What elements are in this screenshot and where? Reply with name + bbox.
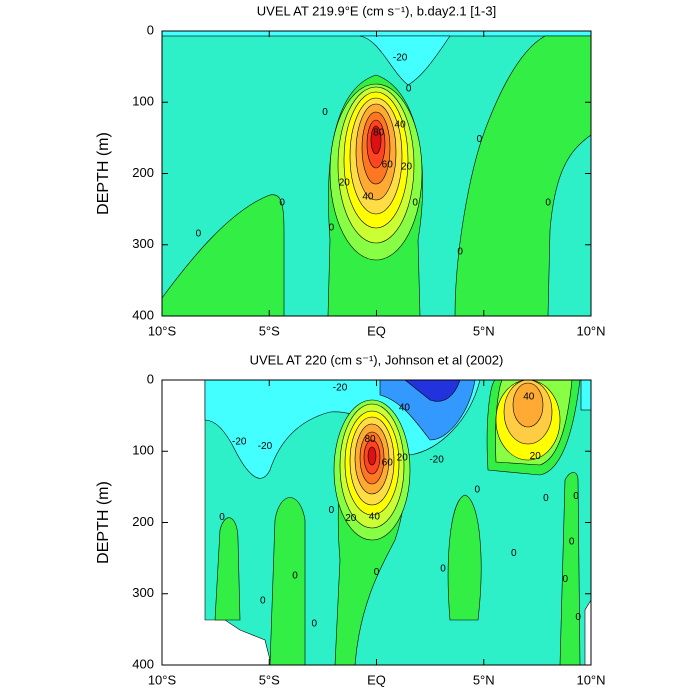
contour-label: -20 bbox=[258, 441, 273, 452]
x-tick-label: 5°S bbox=[259, 672, 280, 687]
contour-label: 0 bbox=[260, 596, 266, 607]
contour-label: 0 bbox=[374, 567, 380, 578]
contour-label: 0 bbox=[329, 505, 335, 516]
contour-label: 0 bbox=[196, 229, 202, 240]
y-tick-label: 300 bbox=[132, 585, 154, 600]
contour-label: 0 bbox=[219, 512, 225, 523]
contour-label: 0 bbox=[573, 491, 579, 502]
y-tick-label: 400 bbox=[132, 656, 154, 671]
contour-label: 60 bbox=[382, 160, 394, 171]
x-tick-label: 10°S bbox=[148, 672, 177, 687]
contour-label: 0 bbox=[477, 134, 483, 145]
chart-title: UVEL AT 219.9°E (cm s⁻¹), b.day2.1 [1-3] bbox=[257, 3, 496, 18]
contour-label: 0 bbox=[279, 197, 285, 208]
x-tick-label: EQ bbox=[367, 672, 386, 687]
y-tick-label: 0 bbox=[147, 371, 154, 386]
contour-label: 60 bbox=[382, 457, 394, 468]
contour-label: 80 bbox=[365, 434, 377, 445]
contour-label: 0 bbox=[412, 197, 418, 208]
contour-label: 20 bbox=[401, 162, 413, 173]
x-tick-label: 5°N bbox=[473, 323, 495, 338]
contour-label: 40 bbox=[399, 402, 411, 413]
contour-label: 20 bbox=[345, 513, 357, 524]
contour-fill-top bbox=[161, 30, 592, 317]
contour-label: 0 bbox=[475, 484, 481, 495]
contour-label: 0 bbox=[575, 612, 581, 623]
x-tick-label: 10°N bbox=[576, 672, 605, 687]
contour-fill-bottom bbox=[204, 379, 592, 666]
contour-label: 40 bbox=[362, 192, 374, 203]
contour-label: 0 bbox=[322, 107, 328, 118]
contour-label: 0 bbox=[312, 618, 318, 629]
contour-label: -20 bbox=[393, 53, 408, 64]
y-axis-label: DEPTH (m) bbox=[95, 481, 112, 564]
y-tick-label: 200 bbox=[132, 514, 154, 529]
contour-label: 20 bbox=[339, 177, 351, 188]
x-tick-label: 5°N bbox=[473, 672, 495, 687]
contour-label: 0 bbox=[511, 548, 517, 559]
contour-label: 0 bbox=[457, 247, 463, 258]
x-tick-label: EQ bbox=[367, 323, 386, 338]
contour-label: 0 bbox=[569, 536, 575, 547]
contour-label: 0 bbox=[329, 222, 335, 233]
contour-label: 40 bbox=[523, 392, 535, 403]
contour-label: 0 bbox=[440, 563, 446, 574]
contour-label: 0 bbox=[292, 571, 298, 582]
y-tick-label: 400 bbox=[132, 307, 154, 322]
y-tick-label: 200 bbox=[132, 165, 154, 180]
contour-label: 0 bbox=[406, 83, 412, 94]
y-tick-label: 100 bbox=[132, 443, 154, 458]
y-axis-label: DEPTH (m) bbox=[95, 132, 112, 215]
contour-label: 80 bbox=[373, 128, 385, 139]
contour-label: 20 bbox=[530, 451, 542, 462]
contour-label: 0 bbox=[545, 197, 551, 208]
x-tick-label: 10°S bbox=[148, 323, 177, 338]
x-tick-label: 10°N bbox=[576, 323, 605, 338]
contour-label: 20 bbox=[397, 452, 409, 463]
contour-label: 0 bbox=[562, 574, 568, 585]
contour-label: 0 bbox=[543, 493, 549, 504]
y-tick-label: 0 bbox=[147, 22, 154, 37]
contour-label: 40 bbox=[395, 120, 407, 131]
chart-title: UVEL AT 220 (cm s⁻¹), Johnson et al (200… bbox=[250, 352, 504, 367]
contour-label: -20 bbox=[333, 382, 348, 393]
contour-label: -20 bbox=[429, 454, 444, 465]
y-tick-label: 300 bbox=[132, 236, 154, 251]
y-tick-label: 100 bbox=[132, 94, 154, 109]
contour-label: -20 bbox=[232, 437, 247, 448]
contour-label: 40 bbox=[369, 511, 381, 522]
x-tick-label: 5°S bbox=[259, 323, 280, 338]
